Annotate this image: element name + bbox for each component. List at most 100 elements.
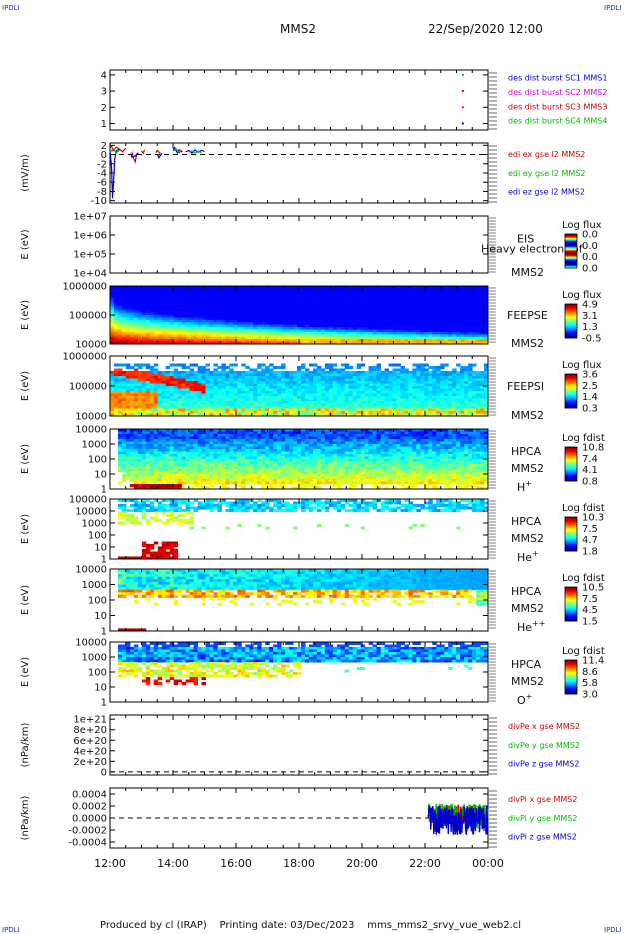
heatmap-cell	[233, 408, 238, 412]
heatmap-cell	[448, 319, 453, 323]
heatmap-cell	[245, 383, 250, 387]
heatmap-cell	[468, 406, 473, 409]
heatmap-cell	[440, 334, 445, 338]
heatmap-cell	[468, 376, 473, 379]
colorbar-segment	[565, 326, 577, 328]
heatmap-cell	[181, 295, 187, 299]
heatmap-cell	[277, 403, 282, 407]
heatmap-cell	[344, 288, 350, 292]
heatmap-cell	[324, 366, 330, 369]
heatmap-cell	[400, 388, 405, 392]
heatmap-cell	[157, 295, 163, 299]
heatmap-cell	[165, 371, 171, 374]
heatmap-cell	[324, 381, 330, 384]
heatmap-cell	[440, 300, 445, 304]
heatmap-cell	[308, 324, 314, 328]
heatmap-cell	[304, 383, 310, 387]
heatmap-cell	[332, 307, 338, 311]
heatmap-cell	[277, 322, 282, 326]
heatmap-cell	[400, 366, 405, 369]
colorbar-segment	[565, 390, 577, 392]
colorbar-segment	[565, 237, 577, 239]
heatmap-cell	[221, 322, 226, 326]
heatmap-cell	[157, 398, 163, 402]
heatmap-cell	[281, 388, 286, 392]
heatmap-cell	[229, 317, 234, 321]
heatmap-cell	[420, 391, 425, 394]
heatmap-cell	[205, 293, 210, 297]
heatmap-cell	[265, 411, 270, 414]
heatmap-cell	[113, 293, 119, 297]
heatmap-cell	[277, 413, 282, 417]
colorbar-segment	[565, 258, 577, 260]
heatmap-cell	[428, 386, 433, 389]
heatmap-cell	[229, 383, 234, 387]
heatmap-cell	[336, 383, 342, 387]
heatmap-cell	[129, 403, 135, 407]
heatmap-cell	[384, 302, 390, 306]
heatmap-cell	[452, 329, 457, 333]
heatmap-cell	[444, 401, 449, 404]
heatmap-cell	[241, 286, 246, 289]
heatmap-cell	[356, 381, 362, 384]
heatmap-cell	[141, 371, 147, 374]
heatmap-cell	[352, 373, 358, 377]
heatmap-cell	[436, 286, 441, 289]
heatmap-cell	[320, 298, 326, 301]
heatmap-cell	[217, 324, 222, 328]
heatmap-cell	[137, 391, 143, 394]
heatmap-cell	[412, 298, 417, 301]
heatmap-cell	[213, 406, 218, 409]
heatmap-cell	[420, 403, 425, 407]
heatmap-cell	[404, 403, 409, 407]
heatmap-cell	[233, 324, 238, 328]
heatmap-cell	[404, 388, 409, 392]
heatmap-cell	[376, 396, 382, 399]
heatmap-cell	[376, 317, 382, 321]
heatmap-cell	[129, 469, 135, 472]
heatmap-cell	[261, 401, 266, 404]
heatmap-cell	[472, 317, 477, 321]
heatmap-cell	[169, 429, 175, 432]
heatmap-cell	[113, 298, 119, 301]
heatmap-cell	[300, 312, 306, 316]
heatmap-cell	[360, 327, 366, 330]
heatmap-cell	[480, 315, 485, 318]
heatmap-cell	[480, 312, 485, 316]
heatmap-cell	[265, 406, 270, 409]
heatmap-cell	[253, 386, 258, 389]
heatmap-cell	[476, 398, 481, 402]
heatmap-cell	[456, 383, 461, 387]
heatmap-cell	[344, 322, 350, 326]
heatmap-cell	[110, 334, 115, 338]
heatmap-cell	[125, 451, 131, 455]
heatmap-cell	[121, 312, 127, 316]
heatmap-cell	[149, 441, 155, 445]
heatmap-cell	[233, 406, 238, 409]
heatmap-cell	[181, 393, 187, 397]
heatmap-cell	[368, 336, 374, 340]
heatmap-cell	[312, 307, 318, 311]
heatmap-cell	[217, 341, 222, 345]
heatmap-cell	[484, 319, 489, 323]
heatmap-cell	[141, 288, 147, 292]
heatmap-cell	[289, 406, 294, 409]
heatmap-cell	[293, 413, 298, 417]
heatmap-cell	[468, 391, 473, 394]
heatmap-cell	[380, 393, 386, 397]
heatmap-cell	[117, 386, 123, 389]
heatmap-cell	[209, 376, 214, 379]
heatmap-cell	[117, 302, 123, 306]
heatmap-cell	[110, 322, 115, 326]
heatmap-cell	[320, 411, 326, 414]
heatmap-cell	[480, 401, 485, 404]
heatmap-cell	[388, 408, 394, 412]
heatmap-cell	[137, 315, 143, 318]
colorbar-segment	[565, 386, 577, 388]
heatmap-cell	[281, 398, 286, 402]
heatmap-cell	[153, 411, 159, 414]
heatmap-cell	[249, 312, 254, 316]
heatmap-cell	[412, 396, 417, 399]
heatmap-cell	[249, 396, 254, 399]
heatmap-cell	[117, 446, 123, 450]
